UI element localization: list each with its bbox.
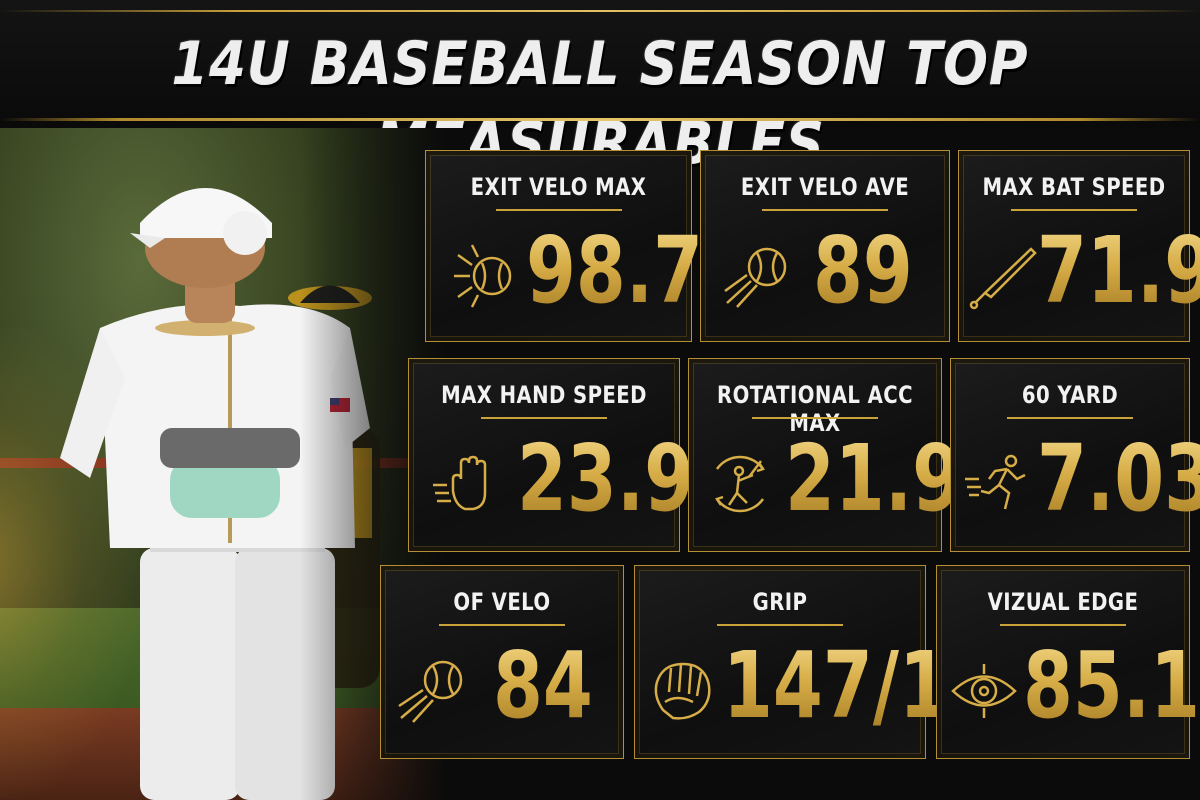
stat-label: GRIP	[752, 588, 808, 616]
header-top-rule	[0, 10, 1200, 12]
baseball-bat-icon	[969, 241, 1039, 311]
stat-card-max-bat-speed: MAX BAT SPEED 71.9	[958, 150, 1200, 342]
header-bottom-rule	[0, 118, 1200, 121]
header-banner: 14U BASEBALL SEASON TOP MEASURABLES	[0, 0, 1200, 179]
stat-label: EXIT VELO AVE	[740, 173, 910, 201]
label-underline	[1000, 624, 1126, 626]
stat-card-grip: GRIP 147/145	[634, 565, 1049, 759]
label-underline	[752, 417, 878, 419]
stat-value: 89	[813, 217, 913, 324]
stat-value: 85.12	[1023, 636, 1200, 736]
stat-value: 84	[493, 632, 593, 739]
rotating-batter-icon	[705, 449, 775, 519]
label-underline	[762, 209, 888, 211]
player-photo	[0, 128, 470, 800]
stat-label: MAX BAT SPEED	[982, 173, 1166, 201]
stat-card-rotational-acc-max: ROTATIONAL ACC MAX 21.9	[688, 358, 962, 552]
baseball-throw-icon	[395, 656, 465, 726]
stat-card-of-velo: OF VELO 84	[380, 565, 624, 759]
baseball-impact-icon	[448, 241, 518, 311]
stat-value: 7.03	[1037, 429, 1200, 529]
glove-icon	[647, 656, 717, 726]
stat-card-exit-velo-max: EXIT VELO MAX 98.7	[425, 150, 703, 342]
stat-value: 71.9	[1037, 221, 1200, 321]
stat-card-exit-velo-ave: EXIT VELO AVE 89	[700, 150, 950, 342]
stat-card-max-hand-speed: MAX HAND SPEED 23.9	[408, 358, 694, 552]
label-underline	[481, 417, 607, 419]
stat-card-vizual-edge: VIZUAL EDGE 85.12	[936, 565, 1200, 759]
stat-card-60-yard: 60 YARD 7.03	[950, 358, 1200, 552]
stat-value: 98.7	[526, 217, 704, 324]
hand-icon	[431, 449, 501, 519]
label-underline	[1011, 209, 1137, 211]
stat-label: ROTATIONAL ACC MAX	[717, 381, 913, 437]
stat-value: 21.9	[785, 425, 963, 532]
stat-label: 60 YARD	[1021, 381, 1119, 409]
label-underline	[717, 624, 843, 626]
eye-target-icon	[949, 656, 1019, 726]
stat-label: MAX HAND SPEED	[441, 381, 647, 409]
label-underline	[1007, 417, 1133, 419]
label-underline	[439, 624, 565, 626]
stat-value: 23.9	[517, 425, 695, 532]
stat-label: EXIT VELO MAX	[470, 173, 647, 201]
stat-label: OF VELO	[453, 588, 551, 616]
label-underline	[495, 209, 622, 211]
baseball-motion-icon	[721, 241, 791, 311]
stat-label: VIZUAL EDGE	[987, 588, 1139, 616]
runner-icon	[963, 449, 1033, 519]
